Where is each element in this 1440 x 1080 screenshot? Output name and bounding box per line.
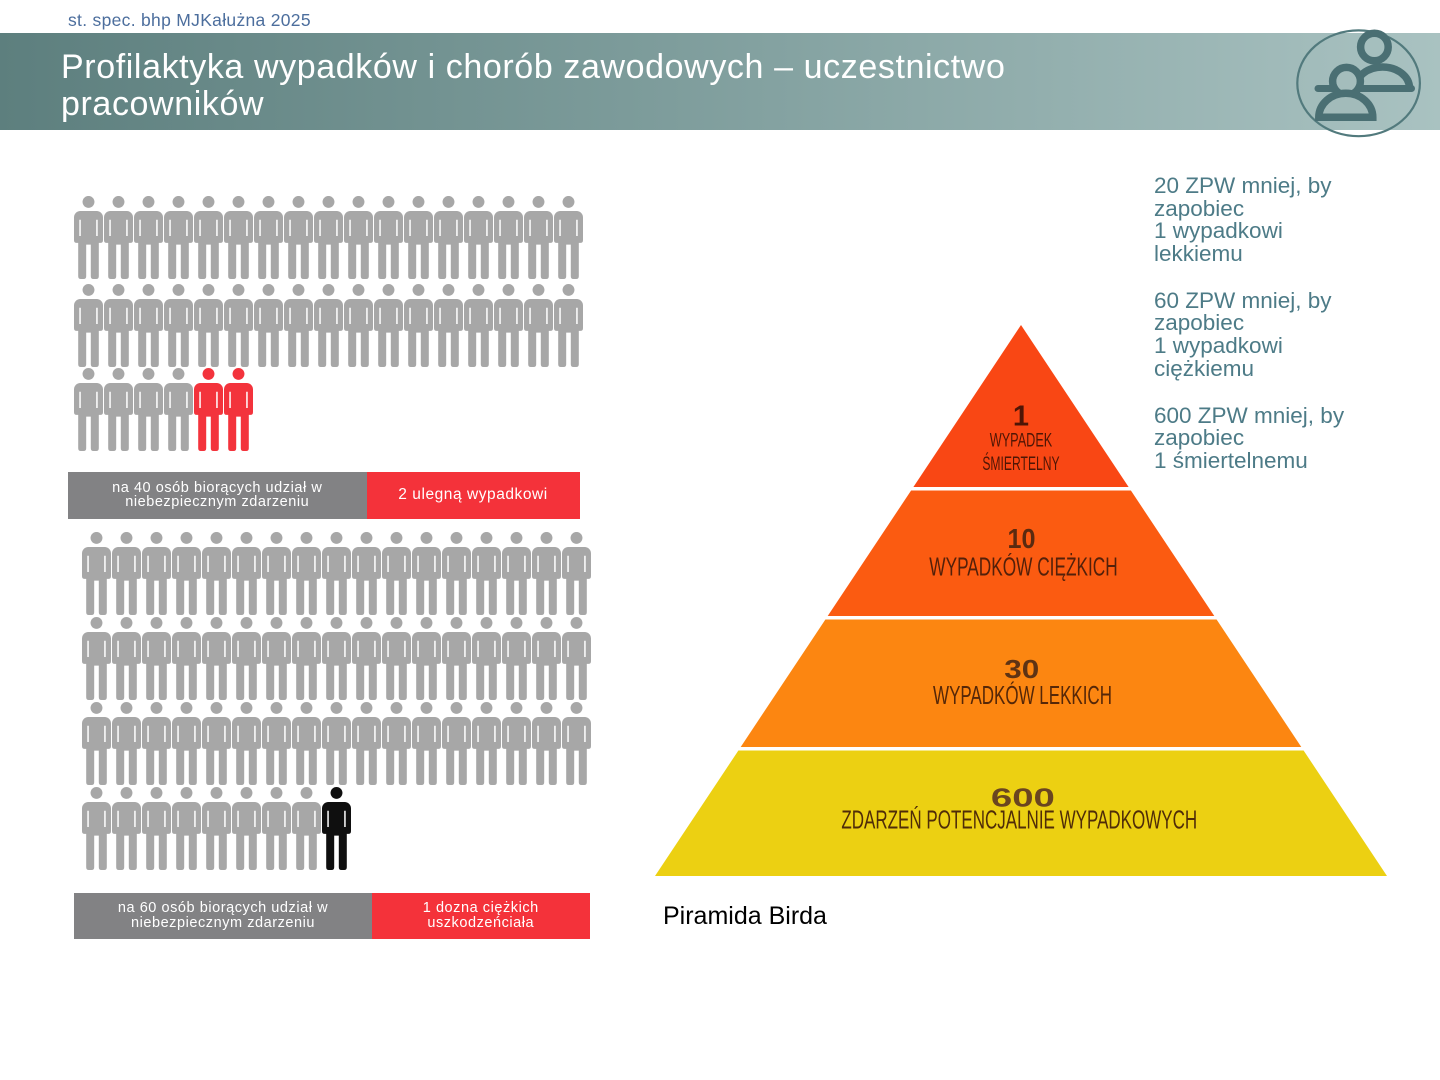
svg-text:ŚMIERTELNY: ŚMIERTELNY <box>982 451 1059 475</box>
svg-text:600: 600 <box>991 782 1055 812</box>
svg-text:30: 30 <box>1004 656 1039 684</box>
svg-text:WYPADKÓW LEKKICH: WYPADKÓW LEKKICH <box>933 681 1112 710</box>
svg-text:ZDARZEŃ POTENCJALNIE WYPADKOWY: ZDARZEŃ POTENCJALNIE WYPADKOWYCH <box>841 805 1197 834</box>
svg-text:WYPADKÓW CIĘŻKICH: WYPADKÓW CIĘŻKICH <box>929 553 1117 582</box>
svg-text:10: 10 <box>1008 523 1036 554</box>
svg-text:WYPADEK: WYPADEK <box>990 429 1053 451</box>
svg-text:1: 1 <box>1013 401 1029 433</box>
